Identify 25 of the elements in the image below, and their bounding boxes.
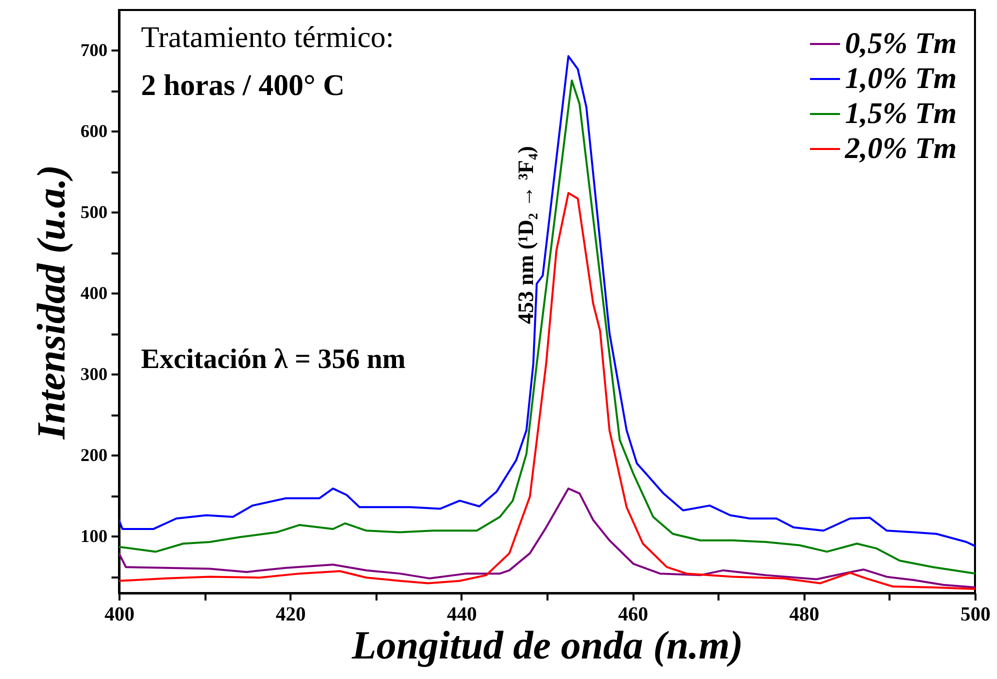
- legend-label: 2,0% Tm: [844, 132, 957, 165]
- y-tick-label: 100: [80, 526, 108, 546]
- y-tick-label: 600: [80, 120, 108, 141]
- line-series: [119, 488, 975, 588]
- legend-label: 1,0% Tm: [845, 62, 957, 95]
- x-tick-label: 420: [276, 604, 306, 626]
- annotation: 2 horas / 400° C: [141, 69, 345, 102]
- y-tick-label: 700: [80, 40, 108, 60]
- x-axis-title: Longitud de onda (n.m): [350, 622, 744, 668]
- y-tick-label: 300: [80, 364, 108, 384]
- y-tick-label: 200: [80, 444, 108, 465]
- y-tick-label: 500: [80, 202, 108, 222]
- x-tick-label: 500: [960, 604, 990, 626]
- x-tick-label: 440: [446, 604, 477, 626]
- y-tick-label: 400: [80, 282, 108, 303]
- line-series: [119, 192, 975, 590]
- legend-label: 0,5% Tm: [845, 27, 957, 60]
- x-tick-label: 480: [789, 604, 820, 626]
- annotation: Excitación λ = 356 nm: [141, 344, 406, 375]
- y-axis-title: Intensidad (u.a.): [28, 164, 74, 440]
- annotation: 453 nm (¹D₂ → ³F₄): [513, 146, 538, 324]
- x-tick-label: 460: [618, 604, 648, 626]
- x-tick-label: 400: [104, 604, 134, 626]
- annotation: Tratamiento térmico:: [141, 21, 394, 54]
- legend-label: 1,5% Tm: [845, 97, 957, 130]
